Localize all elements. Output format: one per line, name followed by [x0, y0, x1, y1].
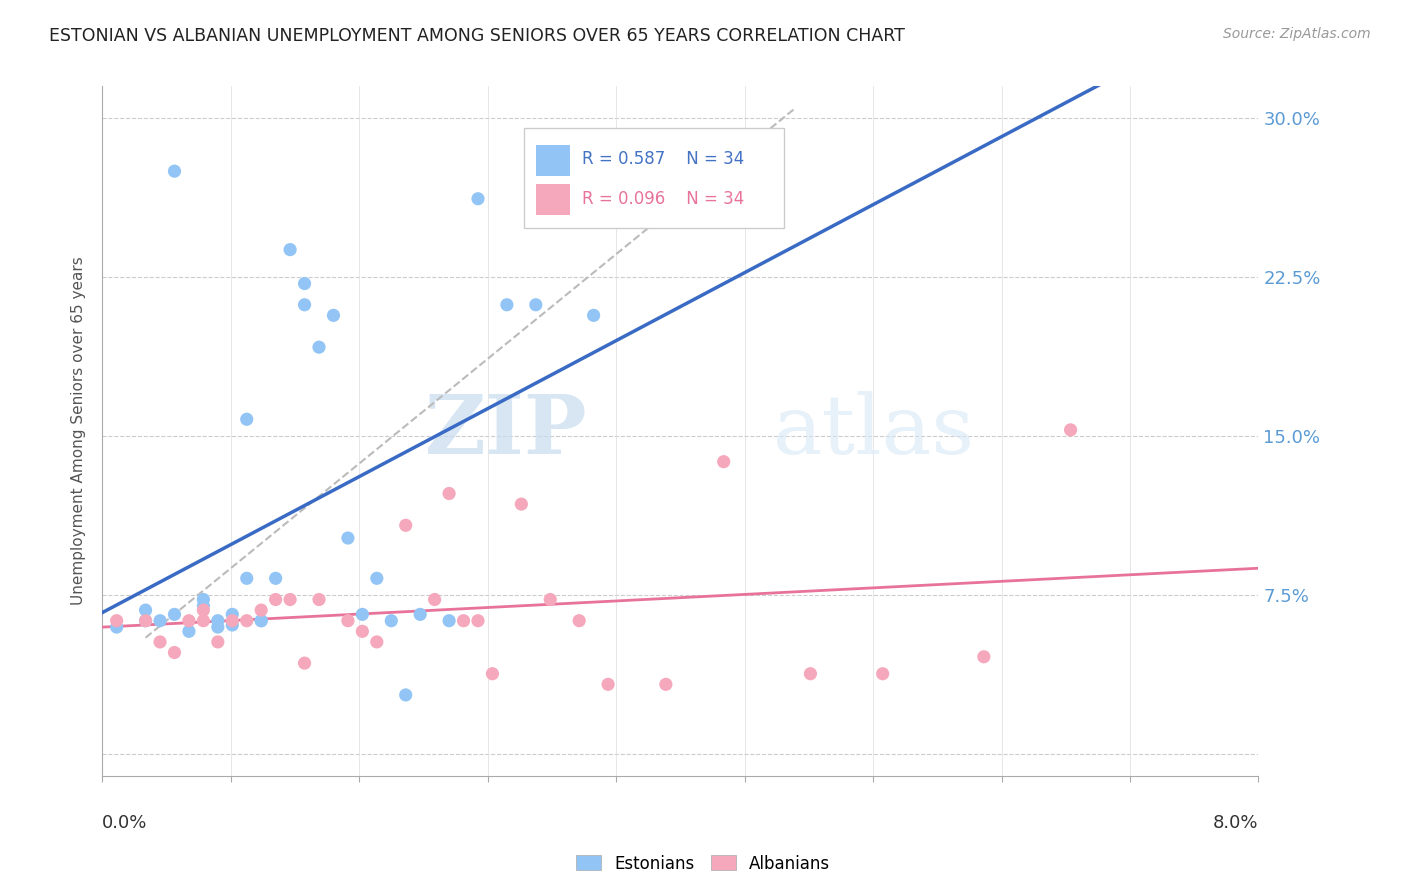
Point	[366, 635, 388, 649]
Point	[510, 497, 533, 511]
Point	[322, 309, 344, 323]
Point	[538, 592, 561, 607]
Point	[524, 298, 547, 312]
Text: Source: ZipAtlas.com: Source: ZipAtlas.com	[1223, 27, 1371, 41]
Point	[395, 688, 418, 702]
Point	[481, 666, 503, 681]
Text: ZIP: ZIP	[425, 391, 588, 471]
Point	[308, 340, 330, 354]
Point	[496, 298, 519, 312]
FancyBboxPatch shape	[524, 128, 785, 227]
Point	[596, 677, 619, 691]
Point	[177, 614, 200, 628]
Point	[207, 635, 229, 649]
Point	[163, 646, 186, 660]
Point	[221, 614, 243, 628]
Point	[423, 592, 446, 607]
Point	[308, 592, 330, 607]
Point	[235, 614, 257, 628]
Point	[207, 614, 229, 628]
Point	[294, 656, 316, 670]
Text: 8.0%: 8.0%	[1213, 814, 1258, 832]
Text: atlas: atlas	[773, 391, 974, 471]
Bar	[536, 185, 571, 215]
Text: R = 0.096    N = 34: R = 0.096 N = 34	[582, 190, 744, 208]
Point	[235, 571, 257, 585]
Point	[105, 620, 128, 634]
Point	[163, 607, 186, 622]
Point	[278, 592, 301, 607]
Y-axis label: Unemployment Among Seniors over 65 years: Unemployment Among Seniors over 65 years	[72, 257, 86, 606]
Point	[294, 277, 316, 291]
Point	[221, 618, 243, 632]
Point	[177, 624, 200, 639]
Point	[264, 592, 287, 607]
Point	[352, 624, 374, 639]
Point	[437, 614, 460, 628]
Point	[235, 412, 257, 426]
Point	[250, 603, 273, 617]
Point	[149, 635, 172, 649]
Text: ESTONIAN VS ALBANIAN UNEMPLOYMENT AMONG SENIORS OVER 65 YEARS CORRELATION CHART: ESTONIAN VS ALBANIAN UNEMPLOYMENT AMONG …	[49, 27, 905, 45]
Point	[193, 614, 215, 628]
Point	[453, 614, 475, 628]
Point	[135, 614, 157, 628]
Point	[207, 620, 229, 634]
Point	[264, 571, 287, 585]
Point	[467, 614, 489, 628]
Point	[135, 603, 157, 617]
Point	[467, 192, 489, 206]
Point	[713, 455, 735, 469]
Point	[799, 666, 821, 681]
Legend: Estonians, Albanians: Estonians, Albanians	[569, 848, 837, 880]
Text: R = 0.587    N = 34: R = 0.587 N = 34	[582, 151, 744, 169]
Point	[380, 614, 402, 628]
Point	[336, 531, 359, 545]
Point	[973, 649, 995, 664]
Point	[1059, 423, 1081, 437]
Point	[149, 614, 172, 628]
Point	[135, 614, 157, 628]
Point	[294, 298, 316, 312]
Point	[437, 486, 460, 500]
Bar	[536, 145, 571, 176]
Point	[250, 614, 273, 628]
Point	[250, 614, 273, 628]
Point	[193, 592, 215, 607]
Point	[336, 614, 359, 628]
Point	[163, 164, 186, 178]
Point	[409, 607, 432, 622]
Text: 0.0%: 0.0%	[103, 814, 148, 832]
Point	[395, 518, 418, 533]
Point	[568, 614, 591, 628]
Point	[352, 607, 374, 622]
Point	[872, 666, 894, 681]
Point	[105, 614, 128, 628]
Point	[655, 677, 678, 691]
Point	[582, 309, 605, 323]
Point	[193, 603, 215, 617]
Point	[221, 607, 243, 622]
Point	[278, 243, 301, 257]
Point	[193, 599, 215, 613]
Point	[366, 571, 388, 585]
